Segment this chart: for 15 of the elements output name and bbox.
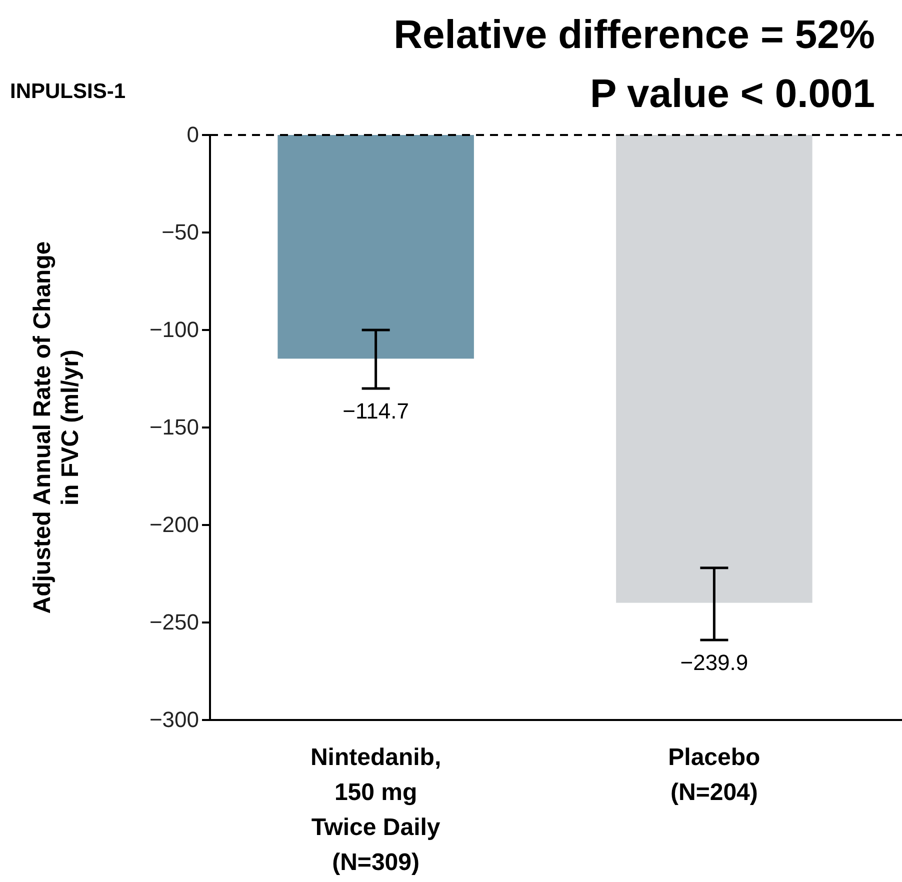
y-tick-label: −50 [162,220,199,245]
text: INPULSIS-1 [10,80,126,103]
y-tick-label: −200 [149,512,199,538]
chart-subtitle: P value < 0.001 [590,72,875,116]
y-tick-label: −150 [149,414,199,440]
data-label: −114.7 [342,398,409,424]
y-tick-label: 0 [186,122,199,148]
y-tick-label: −100 [149,317,199,342]
chart-title: Relative difference = 52% [394,13,875,57]
y-axis-title: Adjusted Annual Rate of Change in FVC (ml/yr) [29,241,84,614]
y-tick-label: −250 [149,610,199,635]
y-tick-label: −300 [149,707,199,732]
x-tick-label: Nintedanib, 150 mg Twice Daily (N=309) [310,744,442,876]
x-tick-label: Placebo (N=204) [668,744,760,806]
data-label: −239.9 [680,650,748,676]
